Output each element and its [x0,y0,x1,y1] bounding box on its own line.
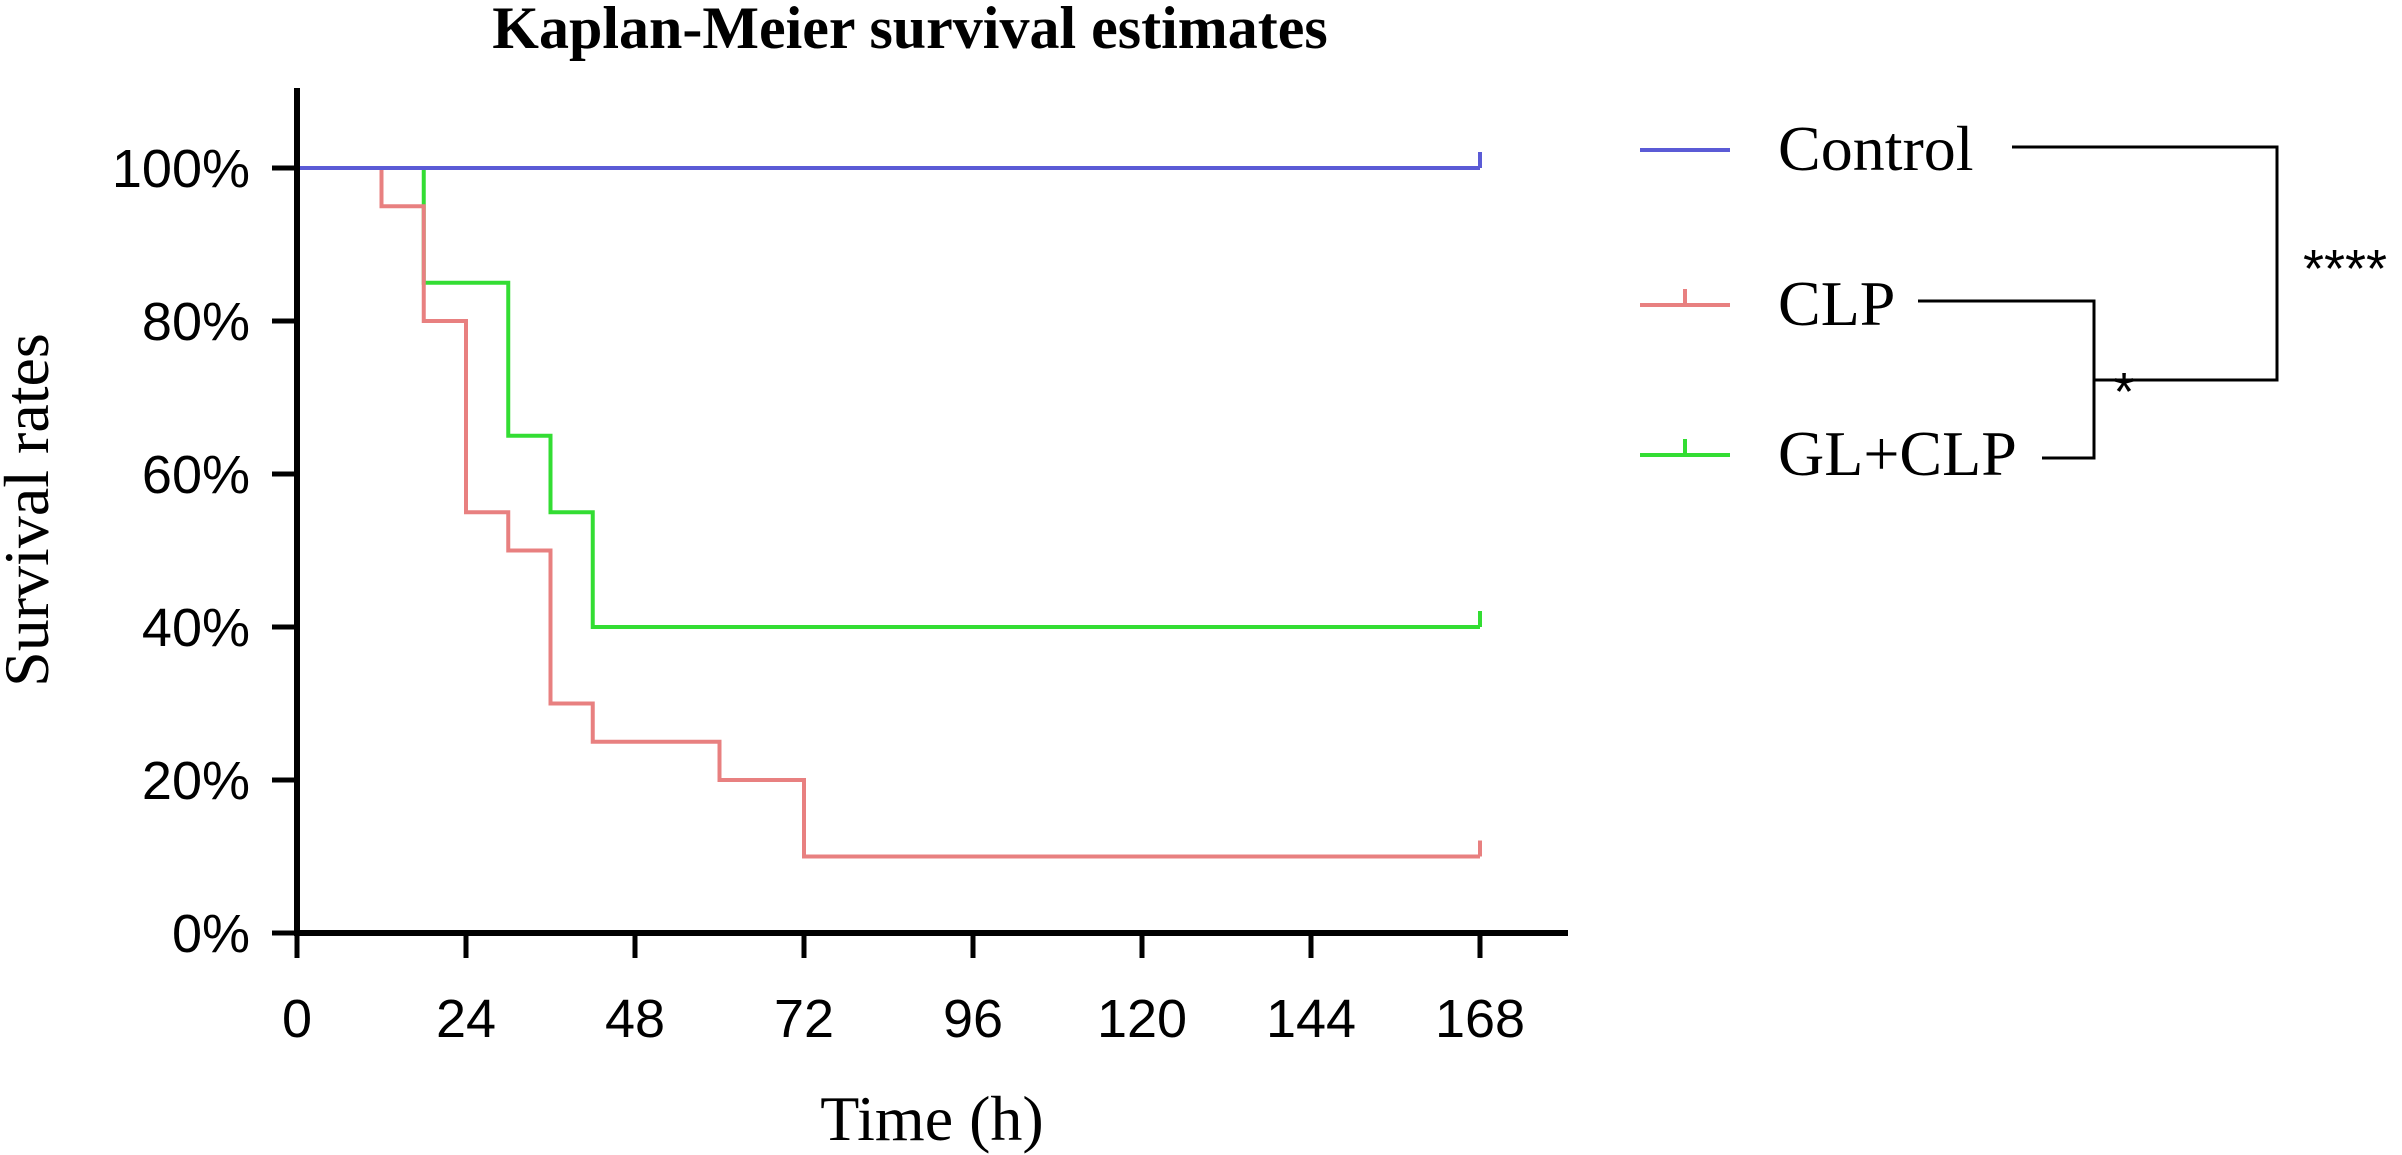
legend-label-gl-clp: GL+CLP [1778,418,2017,489]
x-tick-label: 120 [1097,989,1187,1049]
significance-brackets: * **** [1918,145,2387,460]
x-tick-label: 0 [282,989,312,1049]
y-ticks: 0% 20% 40% 60% 80% 100% [112,139,297,964]
y-tick-label: 80% [142,292,250,352]
legend: Control CLP GL+CLP [1640,113,2017,489]
x-tick-label: 72 [774,989,834,1049]
y-axis-title: Survival rates [0,333,62,687]
legend-label-control: Control [1778,113,1974,184]
y-tick-label: 40% [142,598,250,658]
bracket-control-vs-groups [2012,145,2279,382]
y-tick-label: 20% [142,751,250,811]
significance-star-outer: **** [2303,239,2387,299]
x-axis-title: Time (h) [820,1083,1043,1154]
y-tick-label: 0% [172,904,250,964]
x-tick-label: 144 [1266,989,1356,1049]
x-tick-label: 48 [605,989,665,1049]
significance-star-inner: * [2113,362,2134,422]
series-line-gl-clp [297,166,1480,629]
chart-title: Kaplan-Meier survival estimates [492,0,1327,61]
x-tick-label: 168 [1435,989,1525,1049]
legend-label-clp: CLP [1778,268,1895,339]
x-ticks: 0 24 48 72 96 120 144 168 [282,933,1525,1049]
plot-area [297,152,1482,859]
x-tick-label: 24 [436,989,496,1049]
y-tick-label: 60% [142,445,250,505]
x-tick-label: 96 [943,989,1003,1049]
series-line-clp [297,166,1480,859]
y-tick-label: 100% [112,139,250,199]
